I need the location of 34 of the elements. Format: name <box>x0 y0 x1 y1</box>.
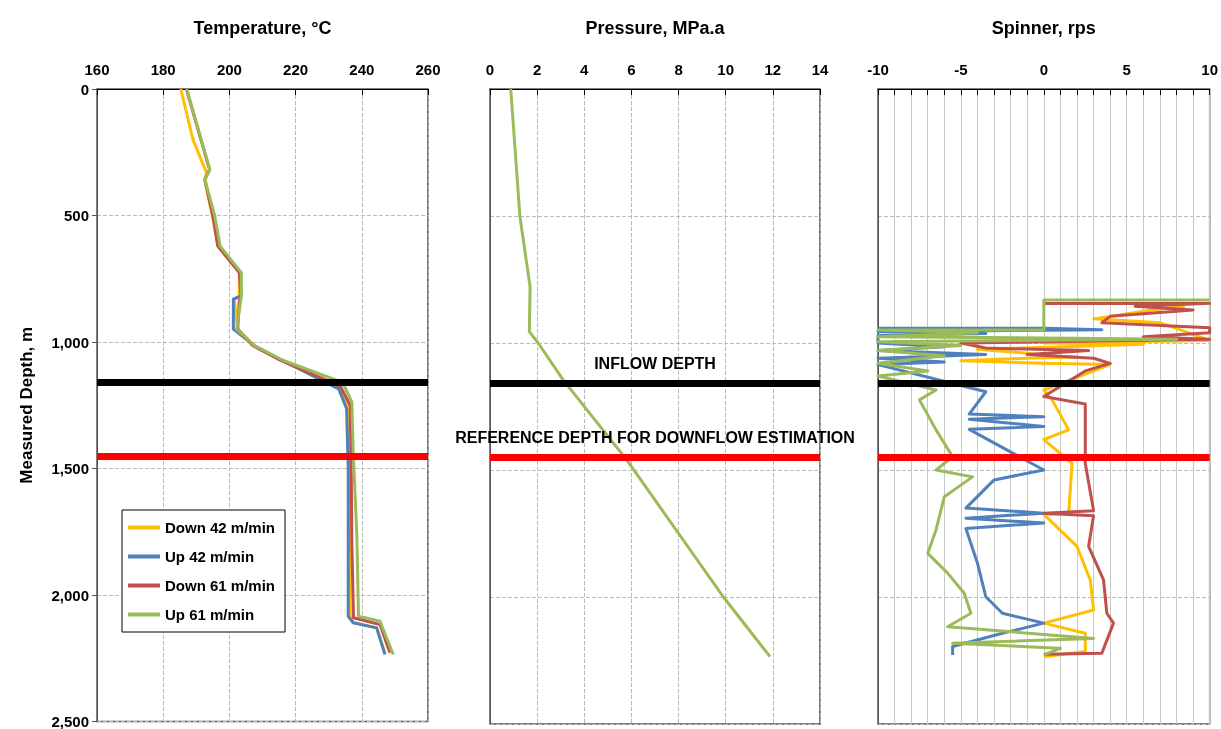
x-tick-label: 10 <box>1201 61 1218 78</box>
x-tick-label: 240 <box>349 61 375 78</box>
x-tick-label: 5 <box>1122 61 1131 78</box>
x-tick-label: 0 <box>1039 61 1048 78</box>
x-axis-title: Temperature, °C <box>193 18 332 38</box>
x-tick-label: 260 <box>415 61 441 78</box>
x-tick-label: 8 <box>674 61 683 78</box>
legend-label: Up 42 m/min <box>165 548 255 565</box>
x-tick-label: 10 <box>717 61 735 78</box>
legend-label: Down 61 m/min <box>165 577 276 594</box>
x-tick-label: 180 <box>150 61 176 78</box>
legend-label: Down 42 m/min <box>165 519 276 536</box>
ref-line-label: INFLOW DEPTH <box>594 355 716 373</box>
x-tick-label: 6 <box>627 61 636 78</box>
x-axis-title: Pressure, MPa.a <box>585 18 726 38</box>
x-tick-label: -5 <box>954 61 968 78</box>
y-tick-label: 1,000 <box>51 333 89 351</box>
y-tick-label: 0 <box>80 80 89 98</box>
x-axis-title: Spinner, rps <box>991 18 1096 38</box>
legend-label: Up 61 m/min <box>165 606 255 623</box>
x-tick-label: 220 <box>283 61 309 78</box>
y-tick-label: 1,500 <box>51 460 89 477</box>
x-tick-label: 160 <box>84 61 110 78</box>
x-tick-label: 12 <box>764 61 782 78</box>
x-tick-label: 4 <box>580 61 590 78</box>
x-tick-label: 2 <box>532 61 542 78</box>
y-tick-label: 2,000 <box>51 586 89 604</box>
x-tick-label: 0 <box>485 61 495 78</box>
y-tick-label: 2,500 <box>51 713 89 729</box>
x-tick-label: 200 <box>216 61 242 78</box>
y-tick-label: 500 <box>63 207 89 224</box>
x-tick-label: 14 <box>811 61 829 78</box>
y-axis-title: Measured Depth, m <box>17 326 36 484</box>
x-tick-label: -10 <box>867 61 889 78</box>
